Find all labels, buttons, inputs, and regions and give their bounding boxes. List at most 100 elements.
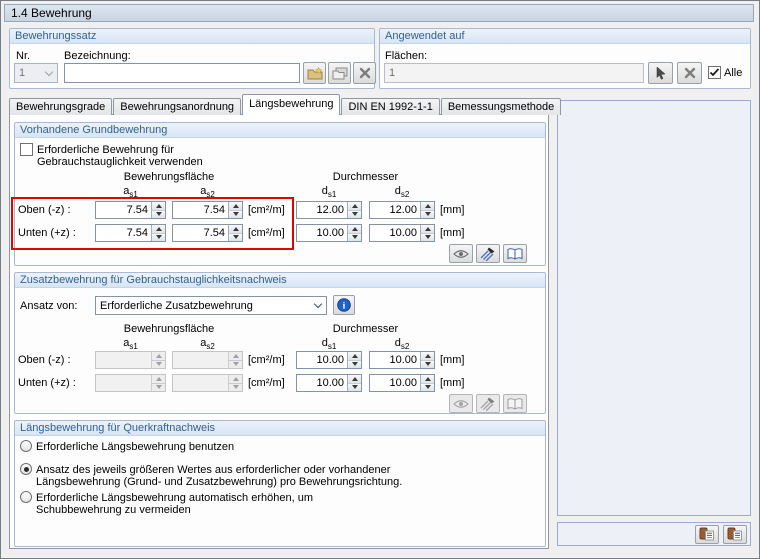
spinner-value: 10.00 [316,354,344,366]
spinner-arrows[interactable] [228,225,242,241]
approach-dropdown[interactable]: Erforderliche Zusatzbewehrung [95,296,327,315]
arrow-down-icon [232,235,239,240]
arrow-up-icon [155,376,162,381]
book-icon [507,397,523,410]
tab-bewehrungsgrade[interactable]: Bewehrungsgrade [9,98,113,115]
row-label-bottom: Unten (+z) : [18,377,76,389]
basic-ds2-bottom-spinner[interactable]: 10.00 [369,224,435,242]
arrow-down-icon [424,362,431,367]
delete-set-button[interactable] [353,62,376,84]
transfer-settings-button-2[interactable] [723,524,747,544]
arrow-down-icon [424,212,431,217]
chevron-down-icon[interactable] [310,297,326,314]
applied-to-group: Angewendet auf Flächen: 1 Alle [379,28,751,89]
spinner-value: 7.54 [203,227,225,239]
diameter-unit-label: [mm] [440,204,465,216]
new-set-icon [307,66,322,79]
shear-option-3-radio[interactable] [20,491,32,503]
basic-ds2-top-spinner[interactable]: 12.00 [369,201,435,219]
copy-set-button[interactable] [328,62,351,84]
spinner-arrows[interactable] [420,225,434,241]
set-name-input[interactable] [64,63,300,83]
shear-option-2-label-line2[interactable]: Längsbewehrung (Grund- und Zusatzbewehru… [36,476,403,488]
area-unit-label: [cm²/m] [248,227,285,239]
transfer-settings-button-1[interactable] [695,524,719,544]
draw-reinforcement-button-disabled [476,394,500,413]
arrow-up-icon [351,376,358,381]
tab-bemessungsmethode[interactable]: Bemessungsmethode [440,98,562,115]
arrow-up-icon [351,203,358,208]
basic-ds1-bottom-spinner[interactable]: 10.00 [296,224,362,242]
arrow-up-icon [424,353,431,358]
tab-din-en-1992-1-1[interactable]: DIN EN 1992-1-1 [341,98,440,115]
use-required-label-line1: Erforderliche Bewehrung für [37,144,174,156]
additional-ds2-bottom-spinner[interactable]: 10.00 [369,374,435,392]
group-title: Längsbewehrung für Querkraftnachweis [15,421,545,436]
info-button[interactable]: i [333,295,355,315]
clear-surfaces-button[interactable] [677,62,702,84]
additional-ds2-top-spinner[interactable]: 10.00 [369,351,435,369]
spinner-arrows[interactable] [420,202,434,218]
draw-reinforcement-button[interactable] [476,244,500,263]
spinner-arrows[interactable] [151,225,165,241]
spinner-arrows[interactable] [347,202,361,218]
row-label-top: Oben (-z) : [18,204,71,216]
shear-option-1-radio[interactable] [20,440,32,452]
spinner-arrows[interactable] [347,225,361,241]
surfaces-input[interactable]: 1 [384,63,644,83]
spinner-arrows[interactable] [420,352,434,368]
spinner-arrows[interactable] [228,202,242,218]
additional-as1-top-spinner [95,351,166,369]
arrow-down-icon [351,385,358,390]
shear-option-1-label[interactable]: Erforderliche Längsbewehrung benutzen [36,441,235,453]
arrow-up-icon [351,226,358,231]
library-button[interactable] [503,244,527,263]
arrow-down-icon [155,362,162,367]
spinner-value [173,352,228,368]
additional-ds1-top-spinner[interactable]: 10.00 [296,351,362,369]
ds2-column-header: ds2 [394,337,410,352]
area-column-header: Bewehrungsfläche [123,171,215,183]
tab-bewehrungsanordnung[interactable]: Bewehrungsanordnung [113,98,242,115]
spinner-value: 10.00 [389,354,417,366]
shear-option-3-label-line1[interactable]: Erforderliche Längsbewehrung automatisch… [36,492,313,504]
arrow-down-icon [351,362,358,367]
view-reinforcement-button[interactable] [449,244,473,263]
basic-as2-top-spinner[interactable]: 7.54 [172,201,243,219]
basic-as2-bottom-spinner[interactable]: 7.54 [172,224,243,242]
basic-as1-bottom-spinner[interactable]: 7.54 [95,224,166,242]
shear-option-3-label-line2[interactable]: Schubbewehrung zu vermeiden [36,504,191,516]
use-required-checkbox[interactable] [20,143,33,156]
basic-ds1-top-spinner[interactable]: 12.00 [296,201,362,219]
all-checkbox[interactable] [708,66,721,79]
set-number-dropdown[interactable]: 1 [14,63,58,83]
spinner-arrows [151,352,165,368]
dialog-title: 1.4 Bewehrung [4,4,754,22]
tab-laengsbewehrung[interactable]: Längsbewehrung [242,94,341,115]
additional-ds1-bottom-spinner[interactable]: 10.00 [296,374,362,392]
pick-surfaces-button[interactable] [648,62,673,84]
spinner-value: 12.00 [389,204,417,216]
as2-column-header: as2 [200,185,215,200]
basic-as1-top-spinner[interactable]: 7.54 [95,201,166,219]
eye-icon [453,249,469,258]
preview-panel [557,100,751,516]
diameter-unit-label: [mm] [440,377,465,389]
shear-option-2-label-line1[interactable]: Ansatz des jeweils größeren Wertes aus e… [36,464,391,476]
transfer-bar [557,522,751,546]
info-icon: i [337,298,351,312]
spinner-arrows[interactable] [347,375,361,391]
group-title: Vorhandene Grundbewehrung [15,123,545,138]
spinner-arrows[interactable] [151,202,165,218]
arrow-up-icon [351,353,358,358]
book-icon [507,247,523,260]
pointer-select-icon [656,66,666,80]
spinner-arrows[interactable] [420,375,434,391]
spinner-arrows[interactable] [347,352,361,368]
new-set-button[interactable] [303,62,326,84]
chevron-down-icon[interactable] [41,64,57,82]
checkmark-icon [709,68,720,77]
spinner-value: 10.00 [389,377,417,389]
diameter-unit-label: [mm] [440,227,465,239]
shear-option-2-radio[interactable] [20,463,32,475]
